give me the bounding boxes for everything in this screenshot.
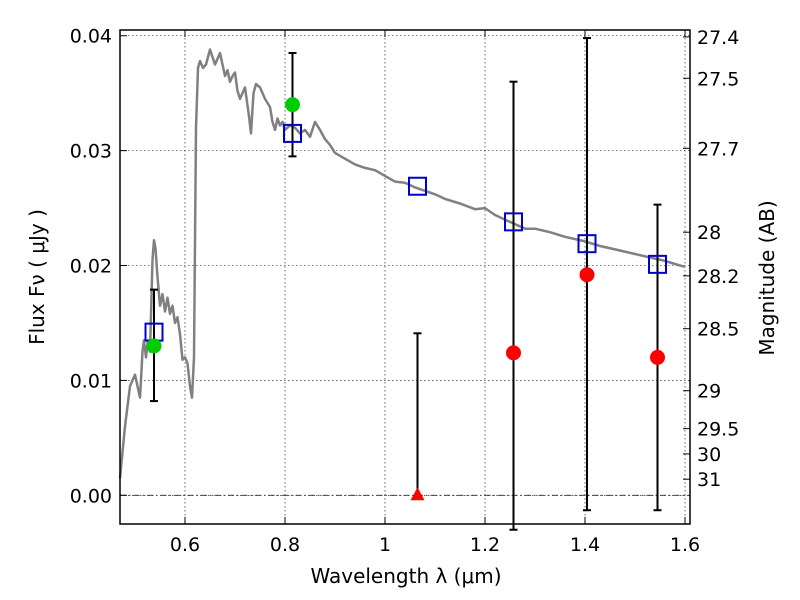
x-tick-labels: 0.6 0.8 1 1.2 1.4 1.6 — [170, 534, 700, 556]
ticks-layer — [120, 30, 690, 524]
y-tick-label: 0.03 — [70, 141, 112, 163]
model-photometry-square — [408, 176, 427, 196]
red-data-point — [506, 345, 521, 361]
x-tick-label: 1.2 — [470, 534, 500, 556]
plot-frame — [119, 29, 691, 525]
right-tick-label: 28.5 — [697, 319, 739, 341]
model-spectrum-line — [118, 48, 686, 479]
right-tick-label: 29.5 — [697, 419, 739, 441]
right-axis-title: Magnitude (AB) — [755, 200, 779, 355]
green-detection-point — [146, 338, 162, 354]
x-tick-label: 1.6 — [670, 534, 700, 556]
y-tick-label: 0.01 — [70, 370, 112, 392]
x-tick-label: 1 — [379, 534, 391, 556]
x-axis-title: Wavelength λ (μm) — [310, 564, 501, 588]
y-axis-title: Flux Fν ( μJy ) — [25, 209, 49, 345]
right-tick-label: 27.5 — [697, 68, 739, 90]
right-tick-label: 28.2 — [697, 266, 739, 288]
red-data-point — [650, 349, 665, 365]
x-tick-label: 0.6 — [170, 534, 200, 556]
y-tick-label: 0.02 — [70, 256, 112, 278]
right-tick-label: 30 — [697, 444, 721, 466]
right-tick-label: 28 — [697, 222, 721, 244]
right-tick-label: 27.7 — [697, 138, 739, 160]
model-photometry-square — [504, 212, 523, 232]
model-spectrum-layer — [118, 48, 686, 479]
green-detection-point — [285, 97, 300, 113]
model-photometry-square — [283, 123, 302, 143]
right-tick-label: 29 — [697, 381, 721, 403]
red-data-point — [579, 267, 595, 283]
x-tick-label: 0.8 — [270, 534, 300, 556]
upper-limit-triangle — [410, 487, 425, 501]
model-photometry-square — [648, 254, 667, 274]
model-photometry-square — [577, 234, 597, 254]
right-tick-labels: 27.4 27.5 27.7 28 28.2 28.5 29 29.5 30 31 — [697, 27, 739, 491]
right-tick-label: 27.4 — [697, 27, 739, 49]
y-tick-label: 0.00 — [70, 485, 112, 507]
x-tick-label: 1.4 — [570, 534, 600, 556]
markers-layer — [144, 97, 667, 501]
right-tick-label: 31 — [697, 469, 721, 491]
y-tick-label: 0.04 — [70, 26, 112, 48]
y-tick-labels: 0.00 0.01 0.02 0.03 0.04 — [70, 26, 112, 508]
